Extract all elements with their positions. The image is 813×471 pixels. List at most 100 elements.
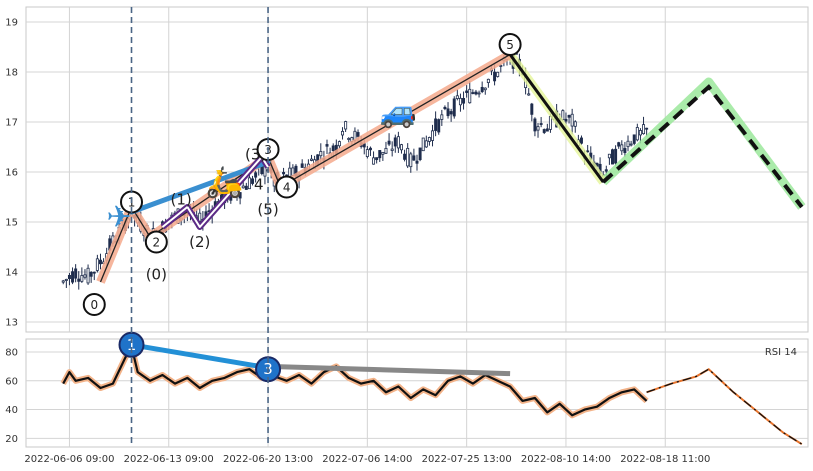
candle-body — [452, 98, 456, 117]
candle-body — [77, 278, 81, 282]
candle-body — [539, 123, 543, 125]
airplane-icon: ✈ — [107, 200, 132, 235]
rsi-y-tick: 60 — [5, 376, 18, 387]
wave-lines — [96, 50, 806, 284]
x-tick-label: 2022-06-13 09:00 — [124, 454, 214, 465]
candle-body — [92, 271, 96, 274]
candle-body — [449, 111, 453, 115]
candle-body — [393, 137, 397, 147]
candle-body — [310, 158, 313, 161]
candle-body — [474, 91, 478, 95]
emoji-markers: ✈ 🛵 🚙 — [107, 95, 418, 235]
rsi-divergence-grey — [267, 363, 511, 377]
candle-body — [251, 178, 255, 184]
rsi-divergence-blue — [131, 342, 269, 371]
candle-body — [325, 144, 329, 147]
wave-label: 2 — [153, 236, 161, 250]
candle-body — [570, 113, 574, 127]
candle-body — [356, 132, 360, 137]
x-tick-labels: 2022-06-06 09:00 2022-06-13 09:00 2022-06-… — [24, 454, 710, 465]
candle-body — [638, 130, 642, 136]
candle-body — [427, 137, 431, 142]
candle-body — [421, 137, 425, 152]
candle-body — [483, 87, 487, 91]
candle-body — [632, 134, 636, 144]
x-tick-label: 2022-06-06 09:00 — [24, 454, 114, 465]
candle-body — [61, 280, 65, 283]
candle-body — [344, 121, 348, 130]
candle-body — [645, 127, 649, 130]
candle-body — [247, 177, 251, 190]
candle-body — [431, 130, 435, 141]
wave-label: 4 — [254, 176, 264, 194]
candle-body — [440, 114, 444, 120]
candle-body — [617, 142, 621, 147]
wave-label-circle — [82, 293, 106, 316]
candle-body — [244, 185, 248, 190]
wave-sub-purple-inner — [161, 156, 269, 228]
candle-body — [434, 118, 438, 131]
candle-body — [586, 150, 590, 153]
candle-body — [548, 116, 552, 130]
price-y-tick: 15 — [5, 218, 18, 229]
candle-body — [486, 78, 490, 83]
candle-body — [443, 106, 447, 110]
rsi-y-tick: 40 — [5, 405, 18, 416]
candle-body — [384, 147, 388, 154]
candle-body — [381, 151, 385, 155]
candle-body — [254, 172, 258, 178]
candle-body — [368, 147, 372, 151]
candle-body — [403, 153, 407, 160]
candle-body — [337, 141, 341, 147]
price-y-tick: 14 — [5, 268, 18, 279]
rsi-projection-dashdot — [646, 368, 803, 445]
wave-labels: 012(0)(1)(2)(3)344(5)5 — [82, 33, 522, 316]
candle-body — [396, 136, 400, 149]
wave-label: 5 — [506, 38, 514, 52]
candle-body — [83, 274, 87, 278]
candle-body — [462, 97, 466, 104]
candle-body — [446, 108, 450, 117]
x-tick-label: 2022-06-20 13:00 — [223, 454, 313, 465]
candle-body — [611, 149, 614, 165]
candle-body — [480, 86, 484, 93]
candle-body — [629, 143, 633, 146]
candle-body — [300, 163, 304, 168]
x-tick-label: 2022-08-18 11:00 — [620, 454, 710, 465]
candle-body — [98, 259, 102, 265]
candle-body — [260, 166, 264, 174]
candle-body — [458, 97, 462, 106]
candle-body — [614, 148, 618, 164]
candle-body — [477, 92, 481, 95]
candle-body — [64, 278, 68, 281]
candle-body — [536, 126, 540, 131]
candle-body — [86, 267, 90, 284]
candle-body — [579, 137, 583, 144]
candle-body — [564, 118, 568, 122]
candle-body — [499, 65, 503, 67]
rsi-legend: RSI 14 — [765, 347, 797, 358]
candle-body — [604, 169, 608, 172]
candle-body — [89, 272, 93, 277]
price-y-tick: 16 — [5, 168, 18, 179]
rsi-y-tick: 80 — [5, 347, 18, 358]
candle-body — [455, 95, 459, 99]
candle-body — [573, 121, 577, 127]
rsi-marker-label: 1 — [127, 336, 137, 354]
wave-label: (2) — [189, 233, 210, 251]
candle-body — [412, 155, 416, 161]
candle-body — [642, 124, 646, 135]
projection-black-dashed-line — [601, 84, 804, 209]
candle-body — [626, 140, 630, 148]
rsi-lines — [60, 342, 803, 445]
candle-body — [378, 150, 382, 159]
candle-body — [80, 275, 84, 282]
candle-body — [375, 157, 379, 161]
candle-body — [620, 144, 624, 152]
wave-sub-blue-line — [129, 159, 271, 215]
wave-label: (0) — [146, 266, 167, 284]
candle-body — [468, 88, 472, 104]
wave-label-circle — [498, 33, 522, 56]
candle-body — [390, 148, 394, 151]
projection-black-solid-line — [508, 53, 605, 183]
